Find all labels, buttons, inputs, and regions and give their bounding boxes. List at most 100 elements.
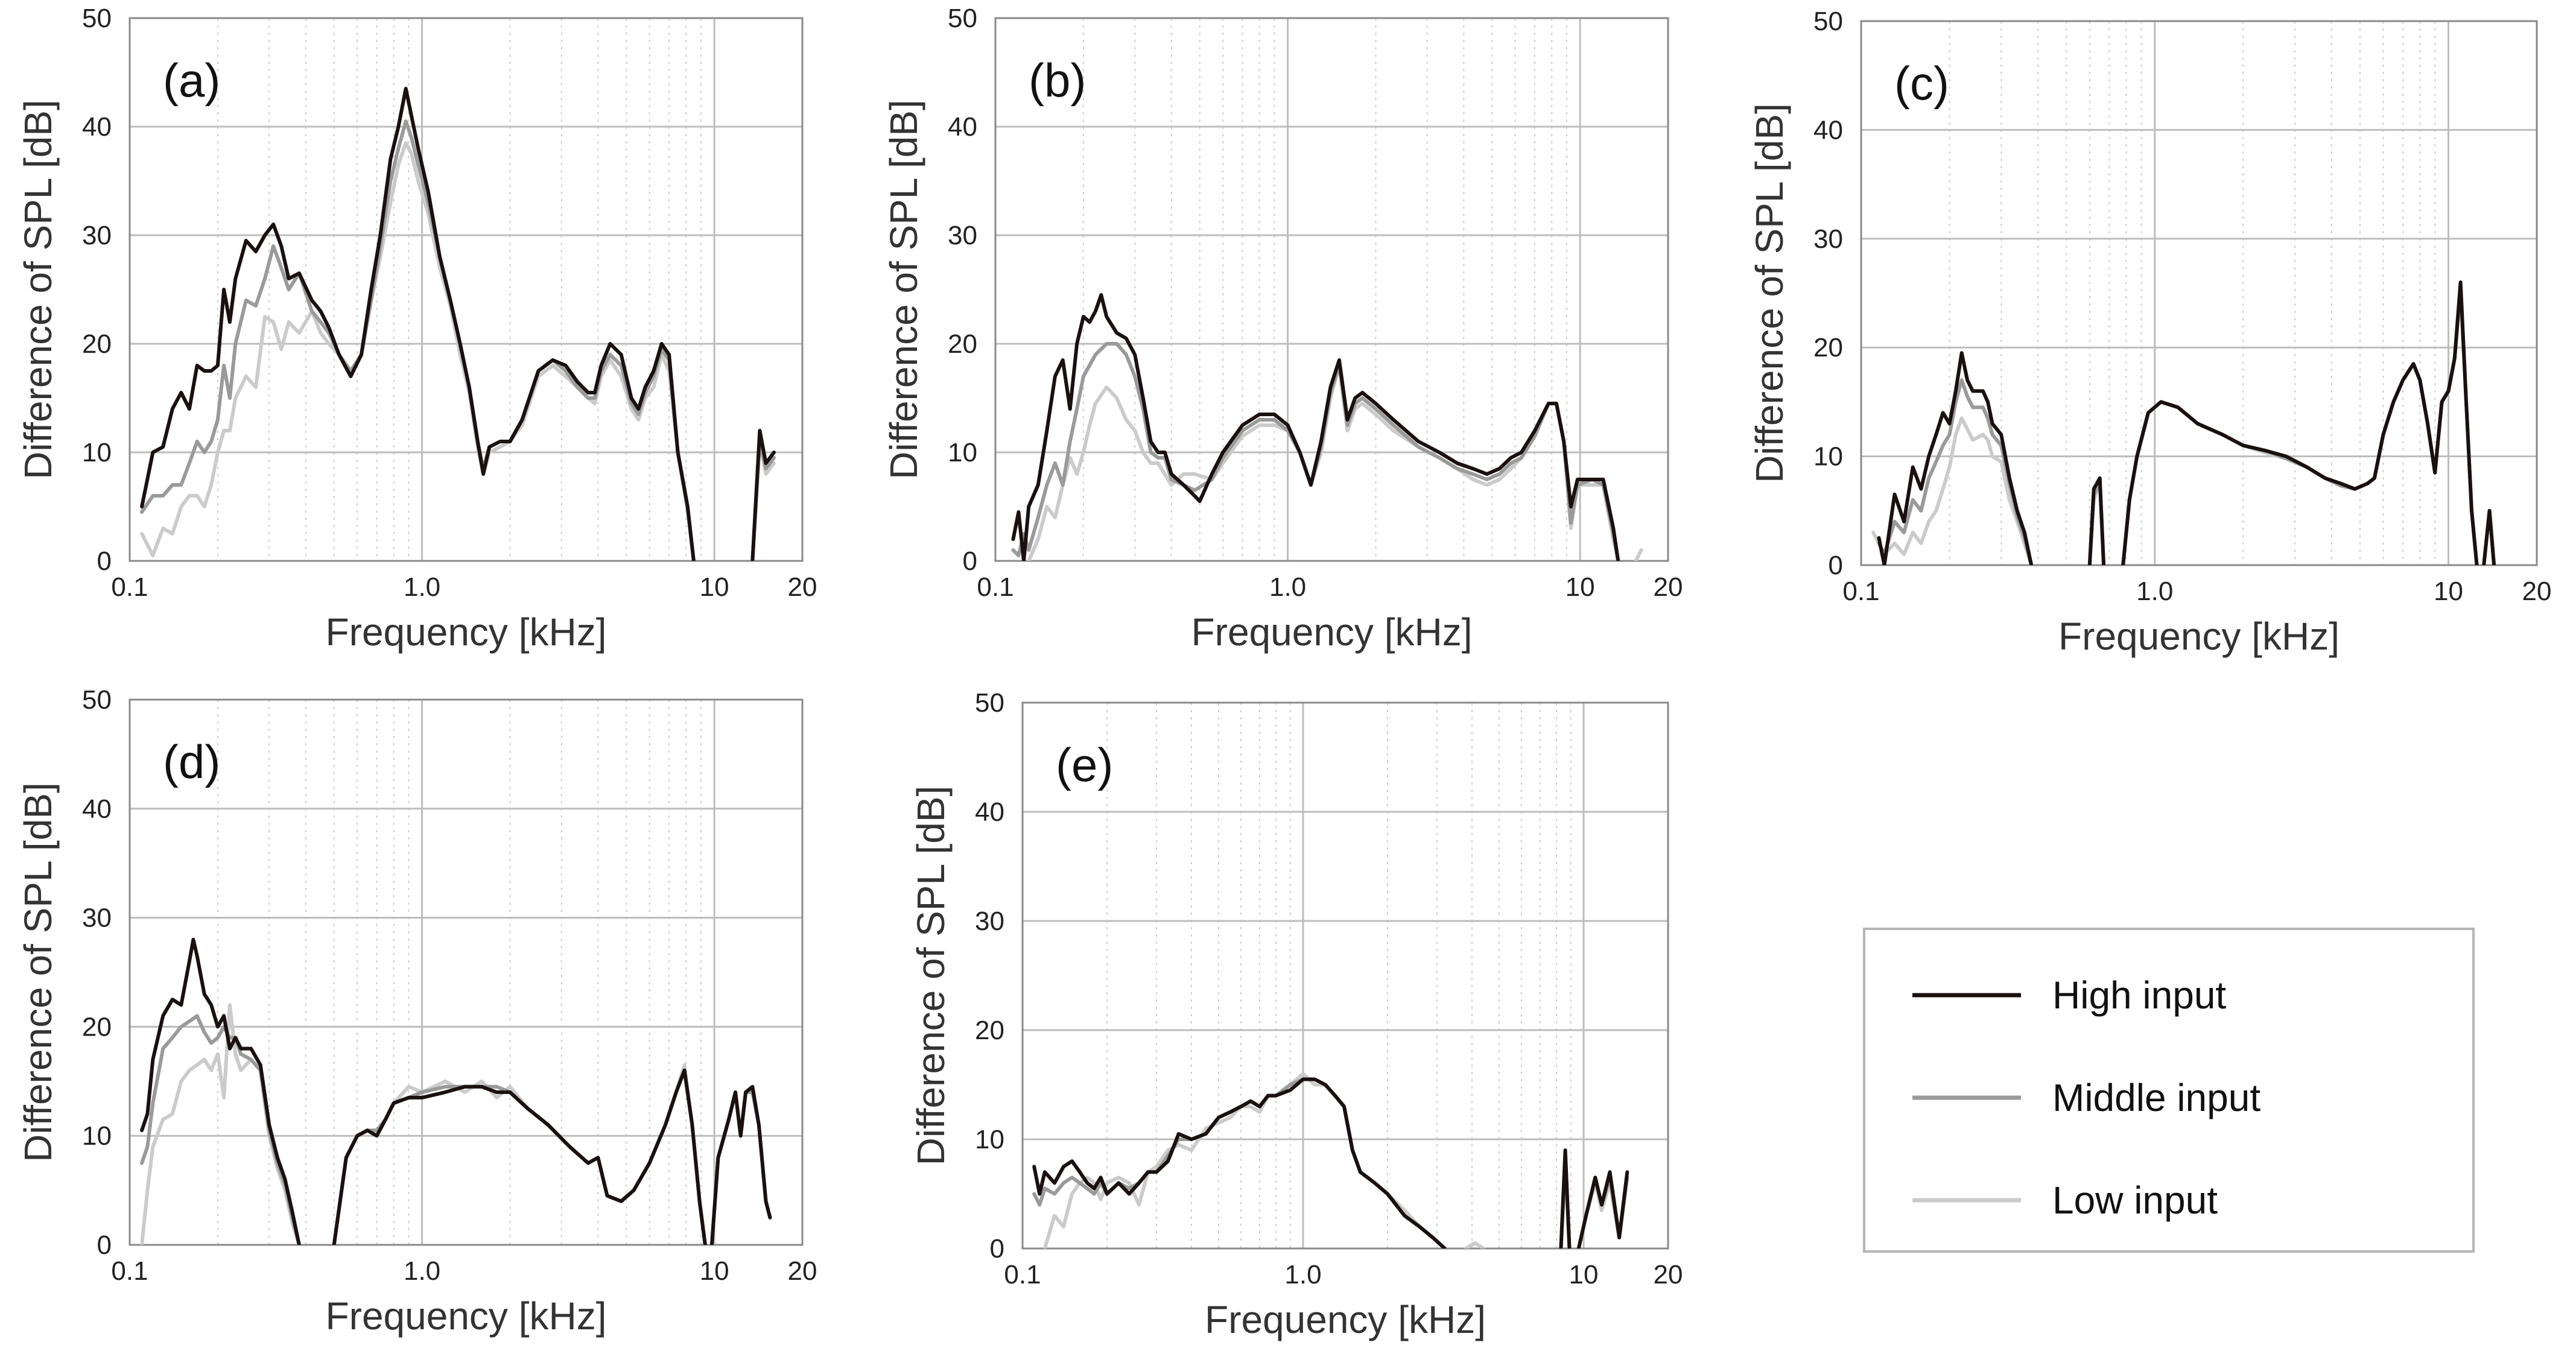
y-tick-label: 40 <box>82 112 112 142</box>
series-line-high <box>2121 280 2479 565</box>
series-line-middle <box>1011 342 1620 561</box>
panels: 0 10 20 30 40 50 0.1 1.0 10 20 Frequency [kHz] Diff… <box>16 4 2551 1341</box>
plot-frame <box>1021 701 1669 1250</box>
x-axis-title: Frequency [kHz] <box>326 610 607 654</box>
x-tick-label: 0.1 <box>111 1256 148 1286</box>
plot-frame <box>1860 20 2538 566</box>
plot-frame <box>128 698 804 1246</box>
series-line-low <box>2121 291 2479 565</box>
y-tick-label: 0 <box>963 546 977 576</box>
y-tick-label: 10 <box>1813 442 1843 472</box>
series-group <box>1871 280 2496 565</box>
x-tick-label: 10 <box>2434 577 2463 606</box>
plot-frame <box>128 17 804 562</box>
y-tick-label: 40 <box>975 797 1004 827</box>
legend-box <box>1863 928 2475 1253</box>
plot-frame <box>994 17 1669 562</box>
legend-label-low: Low input <box>2052 1179 2218 1222</box>
y-tick-label: 50 <box>948 4 977 33</box>
y-axis-title: Difference of SPL [dB] <box>1748 103 1791 483</box>
x-tick-label: 1.0 <box>1269 572 1306 602</box>
x-tick-label: 20 <box>2522 577 2552 606</box>
x-tick-label: 10 <box>700 1256 729 1286</box>
series-line-low <box>140 141 696 561</box>
y-tick-label: 50 <box>82 685 112 715</box>
x-tick-label: 10 <box>1566 572 1595 602</box>
series-group <box>1032 1072 1629 1248</box>
series-line-low <box>1871 416 2034 565</box>
series-line-high <box>2087 476 2106 565</box>
panel-label: (e) <box>1056 738 1113 791</box>
series-line-high <box>140 87 696 561</box>
x-tick-label: 20 <box>1654 572 1683 602</box>
y-tick-label: 20 <box>1813 333 1843 362</box>
y-tick-label: 10 <box>948 438 977 467</box>
x-tick-label: 20 <box>788 572 817 602</box>
y-tick-label: 50 <box>82 4 112 33</box>
series-line-middle <box>140 1014 301 1245</box>
panel-label: (b) <box>1029 54 1086 107</box>
series-group <box>140 87 776 561</box>
x-tick-label: 0.1 <box>111 572 148 602</box>
series-line-high <box>1032 1077 1447 1248</box>
y-tick-label: 40 <box>82 794 112 824</box>
y-tick-label: 20 <box>82 329 112 359</box>
x-tick-label: 10 <box>700 572 729 602</box>
y-tick-label: 10 <box>82 438 112 467</box>
x-tick-label: 20 <box>788 1256 817 1286</box>
y-tick-label: 30 <box>1813 224 1843 254</box>
chart-panel-3: 0 10 20 30 40 50 0.1 1.0 10 20 Frequency [kHz] Diff… <box>16 685 817 1338</box>
series-line-high <box>1877 351 2034 565</box>
legend: High input Middle input Low input <box>1863 928 2475 1253</box>
series-group <box>1011 293 1643 561</box>
y-tick-label: 0 <box>97 1230 112 1260</box>
x-tick-label: 0.1 <box>1004 1260 1041 1289</box>
series-group <box>140 937 772 1245</box>
y-tick-label: 10 <box>82 1121 112 1151</box>
x-tick-label: 1.0 <box>1284 1260 1321 1289</box>
y-tick-label: 20 <box>948 329 977 359</box>
y-axis-title: Difference of SPL [dB] <box>882 100 925 479</box>
series-line-low <box>140 1003 301 1245</box>
x-tick-label: 0.1 <box>977 572 1014 602</box>
series-line-low <box>1464 1241 1486 1248</box>
y-tick-label: 30 <box>82 221 112 250</box>
y-axis-title: Difference of SPL [dB] <box>16 782 60 1162</box>
y-tick-label: 30 <box>82 903 112 933</box>
panel-label: (c) <box>1894 57 1949 110</box>
y-tick-label: 40 <box>948 112 977 142</box>
y-axis-title: Difference of SPL [dB] <box>16 100 60 479</box>
y-tick-label: 0 <box>97 546 112 576</box>
series-line-high <box>2482 508 2496 565</box>
series-line-high <box>332 1068 707 1245</box>
series-line-low <box>1634 548 1643 561</box>
x-tick-label: 10 <box>1569 1260 1599 1289</box>
y-tick-label: 40 <box>1813 115 1843 145</box>
series-line-high <box>709 1084 772 1245</box>
y-axis-title: Difference of SPL [dB] <box>909 786 953 1166</box>
series-line-middle <box>140 119 696 561</box>
y-tick-label: 30 <box>975 906 1004 936</box>
series-line-middle <box>1032 1077 1447 1248</box>
chart-panel-0: 0 10 20 30 40 50 0.1 1.0 10 20 Frequency [kHz] Diff… <box>16 4 817 654</box>
series-line-low <box>1027 364 1620 561</box>
series-line-low <box>1042 1072 1447 1248</box>
y-tick-label: 20 <box>975 1016 1004 1045</box>
x-tick-label: 1.0 <box>404 1256 440 1286</box>
x-tick-label: 1.0 <box>404 572 440 602</box>
chart-panel-2: 0 10 20 30 40 50 0.1 1.0 10 20 Frequency [kHz] Diff… <box>1748 7 2551 658</box>
series-line-middle <box>2121 286 2479 565</box>
y-tick-label: 30 <box>948 221 977 250</box>
x-axis-title: Frequency [kHz] <box>1191 610 1473 654</box>
x-tick-label: 0.1 <box>1842 577 1879 606</box>
y-tick-label: 20 <box>82 1012 112 1042</box>
y-tick-label: 0 <box>1829 551 1843 580</box>
legend-label-high: High input <box>2052 973 2226 1017</box>
x-tick-label: 20 <box>1654 1260 1683 1289</box>
x-tick-label: 1.0 <box>2136 577 2173 606</box>
series-line-high <box>1559 1148 1572 1248</box>
x-axis-title: Frequency [kHz] <box>326 1294 607 1338</box>
y-tick-label: 50 <box>1813 7 1843 36</box>
series-line-high <box>1576 1170 1629 1248</box>
